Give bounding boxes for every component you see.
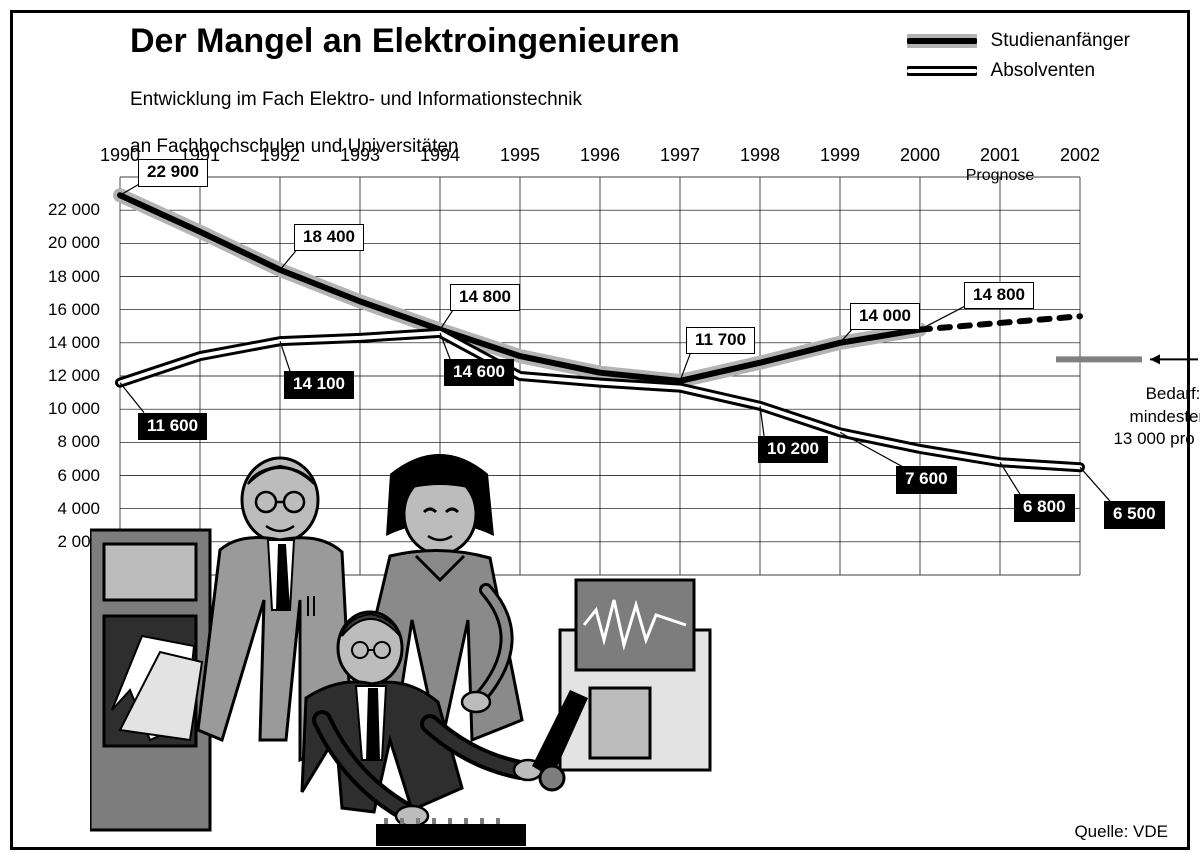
legend-item-grads: Absolventen	[907, 60, 1130, 82]
legend: Studienanfänger Absolventen	[907, 30, 1130, 90]
callout-grads: 14 600	[444, 359, 514, 386]
source-label: Quelle: VDE	[1074, 822, 1168, 842]
bedarf-line-2: mindestens	[1098, 406, 1200, 428]
callout-grads: 6 500	[1104, 501, 1165, 528]
callout-starters: 22 900	[138, 159, 208, 186]
decorative-illustration	[90, 440, 730, 850]
bedarf-note: Bedarf:mindestens13 000 pro Jahr	[1098, 383, 1200, 449]
callout-starters: 14 800	[964, 282, 1034, 309]
chart-title: Der Mangel an Elektroingenieuren	[130, 22, 680, 61]
legend-label-starters: Studienanfänger	[991, 30, 1130, 52]
bedarf-line-1: Bedarf:	[1098, 383, 1200, 405]
legend-swatch-starters	[907, 31, 977, 51]
callout-grads: 7 600	[896, 466, 957, 493]
callout-starters: 18 400	[294, 224, 364, 251]
legend-swatch-grads	[907, 61, 977, 81]
callout-starters: 11 700	[686, 327, 755, 354]
callout-starters: 14 000	[850, 303, 920, 330]
callout-grads: 11 600	[138, 413, 207, 440]
callout-grads: 6 800	[1014, 494, 1075, 521]
callout-starters: 14 800	[450, 284, 520, 311]
legend-item-starters: Studienanfänger	[907, 30, 1130, 52]
subtitle-line-1: Entwicklung im Fach Elektro- und Informa…	[130, 89, 582, 110]
legend-label-grads: Absolventen	[991, 60, 1096, 82]
bedarf-line-3: 13 000 pro Jahr	[1098, 428, 1200, 450]
callout-grads: 14 100	[284, 371, 354, 398]
callout-grads: 10 200	[758, 436, 828, 463]
